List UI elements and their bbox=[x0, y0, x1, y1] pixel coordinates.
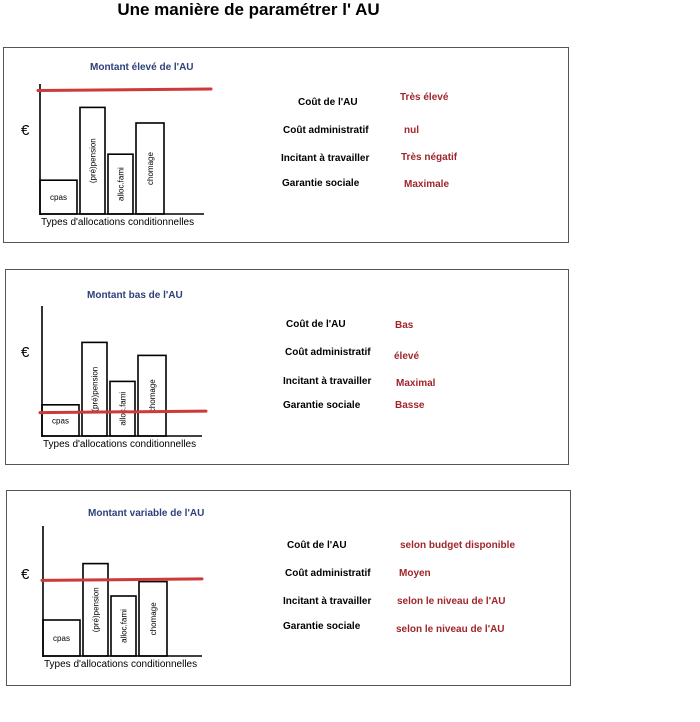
row-value-admin-cost: Moyen bbox=[399, 568, 431, 579]
row-label-admin-cost: Coût administratif bbox=[285, 347, 371, 358]
bar-allocfami bbox=[110, 595, 137, 657]
panel-heading: Montant élevé de l'AU bbox=[90, 62, 194, 73]
row-value-admin-cost: élevé bbox=[394, 351, 420, 362]
panel-heading: Montant bas de l'AU bbox=[87, 290, 183, 301]
row-value-guarantee: Basse bbox=[395, 400, 425, 411]
euro-icon: € bbox=[21, 122, 30, 139]
bar-label: alloc.fami bbox=[120, 609, 129, 643]
bar-label: (pré)pension bbox=[91, 367, 100, 412]
row-value-guarantee: selon le niveau de l'AU bbox=[396, 624, 505, 635]
au-level-line bbox=[40, 577, 204, 582]
row-label-incentive: Incitant à travailler bbox=[283, 596, 372, 607]
bar-label: (pré)pension bbox=[92, 587, 101, 632]
row-label-guarantee: Garantie sociale bbox=[283, 621, 361, 632]
bar-label: alloc.fami bbox=[117, 167, 126, 201]
row-label-cost: Coût de l'AU bbox=[286, 319, 346, 330]
row-value-guarantee: Maximale bbox=[404, 179, 450, 190]
bar-label: (pré)pension bbox=[89, 138, 98, 183]
row-label-guarantee: Garantie sociale bbox=[283, 400, 361, 411]
bar-prpension bbox=[79, 106, 106, 215]
page-title: Une manière de paramétrer l' AU bbox=[117, 0, 380, 19]
row-label-guarantee: Garantie sociale bbox=[282, 178, 360, 189]
row-value-incentive: Maximal bbox=[396, 378, 436, 389]
bar-label: cpas bbox=[52, 416, 69, 425]
au-level-line bbox=[36, 87, 213, 92]
row-value-cost: Très élevé bbox=[400, 92, 449, 103]
euro-icon: € bbox=[21, 566, 30, 583]
bar-label: chomage bbox=[146, 152, 155, 185]
x-axis-label: Types d'allocations conditionnelles bbox=[41, 217, 195, 228]
bar-label: chomage bbox=[149, 602, 158, 635]
bar-label: cpas bbox=[50, 193, 67, 202]
row-label-admin-cost: Coût administratif bbox=[285, 568, 371, 579]
row-value-admin-cost: nul bbox=[404, 125, 419, 136]
panel-heading: Montant variable de l'AU bbox=[88, 508, 205, 519]
au-level-line bbox=[38, 409, 208, 415]
bar-label: chomage bbox=[148, 379, 157, 412]
row-label-admin-cost: Coût administratif bbox=[283, 125, 369, 136]
x-axis-label: Types d'allocations conditionnelles bbox=[43, 439, 197, 450]
row-label-cost: Coût de l'AU bbox=[298, 97, 358, 108]
x-axis-label: Types d'allocations conditionnelles bbox=[44, 659, 198, 670]
row-label-cost: Coût de l'AU bbox=[287, 540, 347, 551]
row-label-incentive: Incitant à travailler bbox=[283, 376, 372, 387]
euro-icon: € bbox=[21, 344, 30, 361]
bar-chomage bbox=[137, 354, 167, 437]
row-value-cost: selon budget disponible bbox=[400, 540, 515, 551]
bar-allocfami bbox=[109, 380, 136, 437]
row-label-incentive: Incitant à travailler bbox=[281, 153, 370, 164]
bar-label: cpas bbox=[53, 634, 70, 643]
row-value-incentive: selon le niveau de l'AU bbox=[397, 596, 506, 607]
bar-label: alloc.fami bbox=[119, 392, 128, 426]
bar-cpas bbox=[41, 403, 80, 437]
row-value-cost: Bas bbox=[395, 320, 414, 331]
row-value-incentive: Très négatif bbox=[401, 152, 458, 163]
